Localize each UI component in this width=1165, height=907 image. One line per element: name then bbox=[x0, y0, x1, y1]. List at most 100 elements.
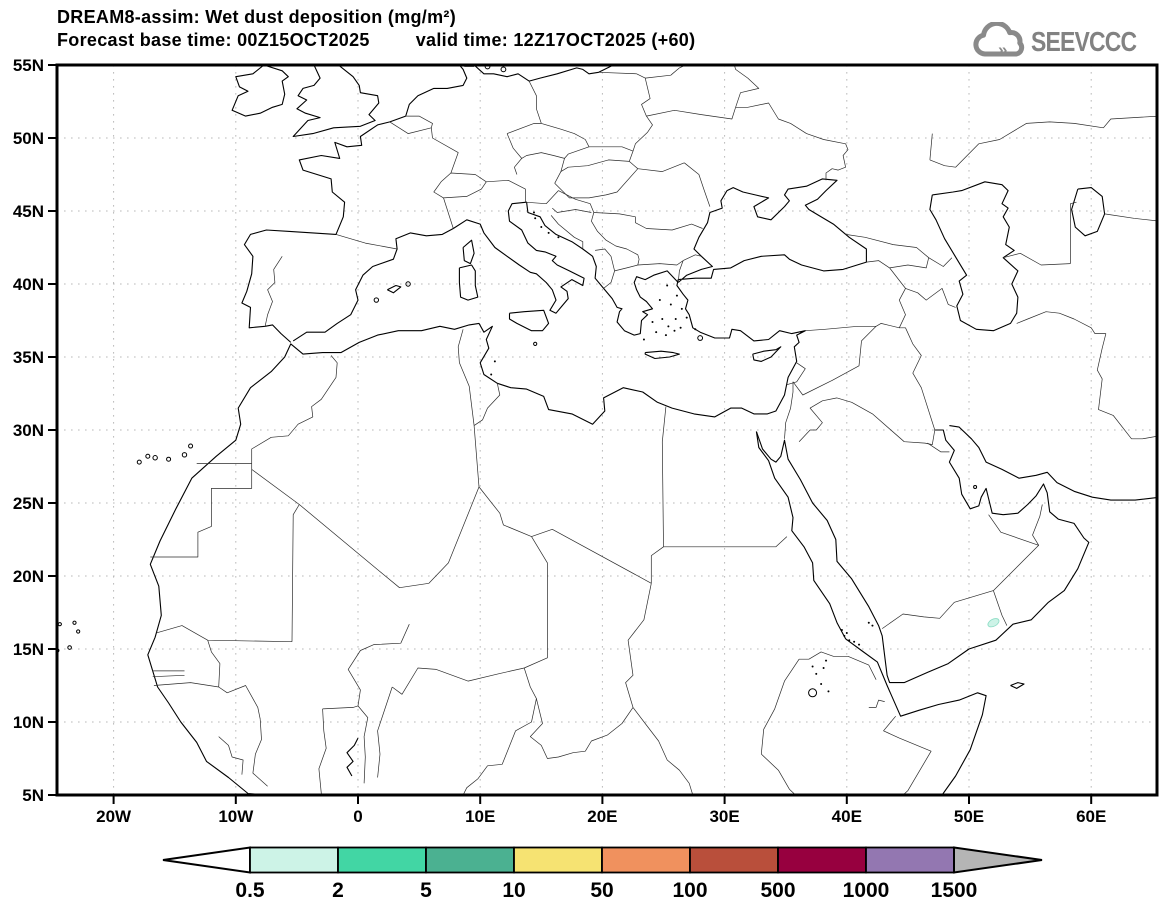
country-border bbox=[264, 256, 283, 327]
axes: 55N 50N 45N 40N 35N 30N 25N 20N 15N 10N 5N 20W 10W 0 1… bbox=[13, 56, 1107, 826]
island-outline bbox=[373, 297, 380, 303]
coastline bbox=[292, 65, 380, 138]
island-dot bbox=[871, 624, 874, 627]
lat-tick-label: 20N bbox=[13, 567, 44, 586]
country-border bbox=[784, 381, 794, 439]
country-border bbox=[462, 667, 537, 795]
country-border bbox=[598, 71, 653, 152]
country-border bbox=[478, 486, 532, 537]
country-border bbox=[993, 590, 1008, 626]
island-dot bbox=[674, 318, 677, 321]
country-border bbox=[929, 115, 1157, 168]
lat-tick-label: 35N bbox=[13, 348, 44, 367]
country-border bbox=[889, 257, 930, 269]
colorbar-segment bbox=[425, 846, 515, 874]
colorbar-level-label: 10 bbox=[502, 879, 525, 902]
country-border bbox=[251, 355, 338, 464]
coastline bbox=[1071, 187, 1106, 237]
country-border bbox=[1016, 311, 1106, 334]
country-border bbox=[389, 121, 459, 174]
country-border bbox=[318, 708, 327, 794]
lon-tick-label: 20W bbox=[96, 807, 132, 826]
lon-tick-label: 60E bbox=[1076, 807, 1106, 826]
coastline bbox=[644, 350, 680, 360]
country-border bbox=[218, 685, 261, 720]
forecast-base-time: Forecast base time: 00Z15OCT2025 bbox=[57, 30, 370, 50]
island-dot bbox=[493, 360, 496, 363]
country-border bbox=[391, 667, 525, 695]
country-border bbox=[684, 162, 711, 207]
valid-time: valid time: 12Z17OCT2025 (+60) bbox=[415, 30, 696, 50]
country-border bbox=[646, 102, 849, 181]
country-border bbox=[473, 383, 501, 426]
country-border bbox=[558, 190, 640, 266]
seevccc-logo: » SEEVCCC bbox=[971, 22, 1159, 62]
country-border bbox=[988, 514, 1039, 546]
deposition-layer bbox=[987, 618, 1000, 628]
coastline bbox=[231, 65, 289, 117]
island-dot bbox=[840, 629, 843, 632]
island-dot bbox=[666, 284, 669, 287]
coastline bbox=[292, 201, 679, 342]
country-border bbox=[760, 651, 877, 755]
country-border bbox=[589, 146, 634, 162]
graticule bbox=[57, 65, 1157, 795]
colorbar-level-label: 5 bbox=[420, 879, 432, 902]
colorbar-over-arrow bbox=[953, 846, 1043, 874]
country-border bbox=[335, 234, 398, 250]
island-dot bbox=[664, 334, 667, 337]
country-border bbox=[550, 215, 584, 249]
coastline bbox=[1010, 682, 1025, 689]
colorbar-segment bbox=[601, 846, 691, 874]
coastline bbox=[346, 737, 359, 777]
island-outline bbox=[500, 66, 507, 73]
country-border bbox=[554, 158, 565, 184]
lon-tick-label: 20E bbox=[587, 807, 617, 826]
colorbar-level-label: 100 bbox=[672, 879, 707, 902]
lat-tick-label: 45N bbox=[13, 202, 44, 221]
country-border bbox=[1032, 504, 1043, 536]
country-border bbox=[663, 536, 788, 548]
country-border bbox=[150, 463, 253, 558]
colorbar: 0.5 2 5 10 50 100 500 1000 1500 bbox=[162, 846, 1043, 902]
island-dot bbox=[822, 666, 825, 669]
island-outline bbox=[76, 629, 81, 634]
island-dot bbox=[815, 672, 818, 675]
island-dot bbox=[667, 325, 670, 328]
island-dot bbox=[845, 631, 848, 634]
colorbar-level-label: 500 bbox=[760, 879, 795, 902]
country-border bbox=[347, 624, 410, 706]
country-border bbox=[677, 260, 684, 283]
island-outline bbox=[67, 645, 72, 650]
country-border bbox=[650, 546, 664, 584]
country-border bbox=[798, 397, 838, 442]
island-dot bbox=[853, 640, 856, 643]
country-border bbox=[528, 80, 542, 124]
lat-tick-label: 25N bbox=[13, 494, 44, 513]
country-border bbox=[661, 406, 667, 547]
island-outline bbox=[72, 620, 77, 625]
lat-tick-label: 40N bbox=[13, 275, 44, 294]
country-border bbox=[218, 736, 244, 775]
island-dot bbox=[490, 373, 493, 376]
island-outline bbox=[188, 443, 194, 449]
country-border bbox=[357, 705, 369, 784]
island-outline bbox=[697, 335, 704, 341]
island-outline bbox=[166, 456, 172, 462]
country-border bbox=[786, 362, 806, 386]
country-border bbox=[868, 699, 885, 708]
island-dot bbox=[867, 621, 870, 624]
country-border bbox=[291, 504, 300, 642]
island-dot bbox=[675, 294, 678, 297]
island-outline bbox=[808, 688, 818, 698]
country-border bbox=[552, 207, 592, 213]
island-outline bbox=[145, 453, 151, 459]
country-border bbox=[529, 698, 634, 759]
country-border bbox=[1003, 252, 1071, 266]
coastline bbox=[473, 65, 614, 82]
colorbar-level-label: 0.5 bbox=[235, 879, 265, 902]
country-border bbox=[881, 590, 994, 629]
country-border bbox=[845, 234, 953, 267]
country-border bbox=[836, 397, 936, 445]
